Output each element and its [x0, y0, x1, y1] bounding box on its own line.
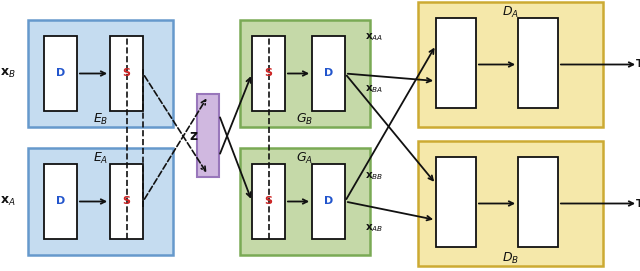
Text: T/F: T/F: [636, 60, 640, 69]
Text: S: S: [122, 196, 131, 207]
Bar: [418, 2, 603, 127]
Bar: [240, 148, 370, 255]
Text: $\mathbf{x}_A$: $\mathbf{x}_A$: [0, 195, 16, 208]
Text: $G_A$: $G_A$: [296, 150, 314, 166]
Text: $\mathbf{x}_{AA}$: $\mathbf{x}_{AA}$: [365, 31, 383, 43]
Text: $\mathbf{x}_B$: $\mathbf{x}_B$: [0, 67, 16, 80]
Text: D: D: [56, 196, 65, 207]
Bar: [518, 18, 558, 108]
Text: $E_A$: $E_A$: [93, 150, 108, 166]
Bar: [436, 18, 476, 108]
Bar: [197, 94, 219, 177]
Bar: [28, 148, 173, 255]
Text: S: S: [264, 196, 273, 207]
Text: $D_A$: $D_A$: [502, 4, 519, 20]
Bar: [28, 20, 173, 127]
Bar: [252, 164, 285, 239]
Text: $\mathbf{x}_{AB}$: $\mathbf{x}_{AB}$: [365, 222, 383, 234]
Text: S: S: [264, 69, 273, 79]
Text: $\mathbf{x}_{BB}$: $\mathbf{x}_{BB}$: [365, 170, 383, 182]
Bar: [312, 36, 345, 111]
Text: $\mathbf{z}$: $\mathbf{z}$: [189, 128, 198, 143]
Bar: [240, 20, 370, 127]
Text: D: D: [56, 69, 65, 79]
Text: T/F: T/F: [636, 198, 640, 208]
Text: $G_B$: $G_B$: [296, 111, 314, 127]
Text: $E_B$: $E_B$: [93, 111, 108, 127]
Bar: [418, 141, 603, 266]
Bar: [436, 157, 476, 247]
Text: $D_B$: $D_B$: [502, 250, 519, 266]
Bar: [252, 36, 285, 111]
Text: D: D: [324, 69, 333, 79]
Text: D: D: [324, 196, 333, 207]
Bar: [44, 36, 77, 111]
Bar: [110, 36, 143, 111]
Bar: [312, 164, 345, 239]
Text: $\mathbf{x}_{BA}$: $\mathbf{x}_{BA}$: [365, 83, 383, 95]
Bar: [44, 164, 77, 239]
Text: S: S: [122, 69, 131, 79]
Bar: [110, 164, 143, 239]
Bar: [518, 157, 558, 247]
